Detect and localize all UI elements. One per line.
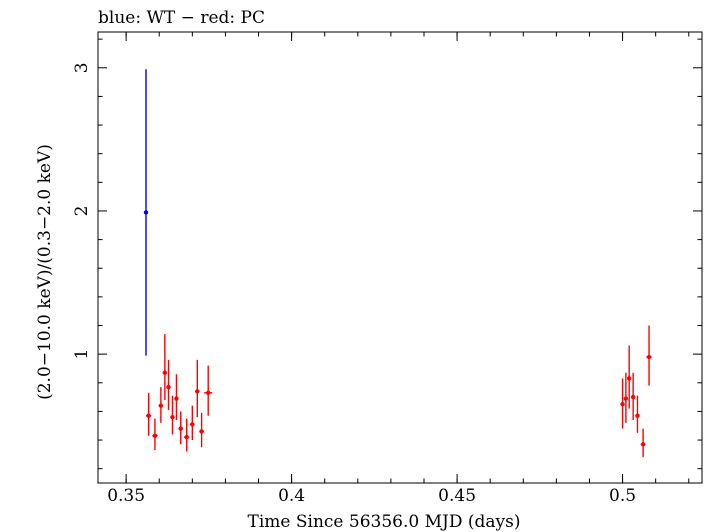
pc-marker	[152, 433, 158, 438]
pc-data-point	[178, 411, 184, 445]
pc-data-point	[635, 395, 640, 433]
pc-data-point	[145, 392, 152, 436]
pc-data-point	[174, 374, 179, 421]
pc-data-point	[166, 359, 171, 410]
y-tick-label: 2	[72, 206, 92, 217]
plot-frame	[97, 31, 703, 484]
pc-marker	[166, 384, 171, 390]
chart-title: blue: WT − red: PC	[98, 8, 265, 28]
x-tick-label: 0.5	[609, 486, 636, 506]
pc-data-point	[640, 428, 646, 458]
y-tick-label: 3	[72, 62, 92, 73]
x-tick-label: 0.45	[438, 486, 476, 506]
pc-data-point	[184, 418, 190, 452]
pc-marker	[184, 434, 189, 440]
pc-data-point	[623, 372, 629, 423]
pc-marker	[174, 396, 179, 401]
pc-marker	[158, 403, 164, 408]
x-tick-label: 0.35	[107, 486, 145, 506]
pc-marker	[199, 429, 204, 434]
pc-marker	[620, 402, 625, 407]
pc-marker	[195, 389, 200, 394]
pc-data-point	[194, 359, 200, 418]
axis-ticks: 0.35 0.4 0.45 0.5 1 2 3	[72, 32, 702, 506]
x-axis-label: Time Since 56356.0 MJD (days)	[248, 512, 521, 532]
pc-marker	[146, 413, 151, 418]
pc-data-point	[158, 387, 164, 423]
wt-data-point	[143, 69, 149, 356]
pc-marker	[635, 413, 640, 418]
pc-data-point	[190, 405, 195, 441]
pc-marker	[190, 422, 195, 427]
pc-marker	[630, 394, 636, 400]
y-tick-label: 1	[72, 349, 92, 360]
pc-data-point	[204, 365, 213, 416]
pc-data-point	[199, 412, 204, 448]
pc-marker	[170, 414, 175, 420]
pc-data-point	[170, 395, 175, 435]
wt-marker	[143, 210, 149, 215]
pc-data-point	[626, 345, 632, 409]
pc-marker	[162, 370, 168, 375]
pc-data-point	[162, 334, 168, 400]
pc-marker	[206, 390, 211, 395]
pc-data-point	[646, 325, 652, 386]
pc-marker	[646, 354, 652, 360]
pc-marker	[178, 426, 183, 431]
pc-data-point	[620, 378, 625, 429]
y-axis-label: (2.0−10.0 keV)/(0.3−2.0 keV)	[35, 144, 55, 400]
data-points	[143, 69, 652, 458]
pc-marker	[640, 442, 646, 447]
pc-marker	[626, 376, 632, 381]
pc-data-point	[152, 418, 158, 451]
x-tick-label: 0.4	[278, 486, 305, 506]
pc-data-point	[630, 372, 636, 421]
pc-marker	[623, 396, 629, 401]
